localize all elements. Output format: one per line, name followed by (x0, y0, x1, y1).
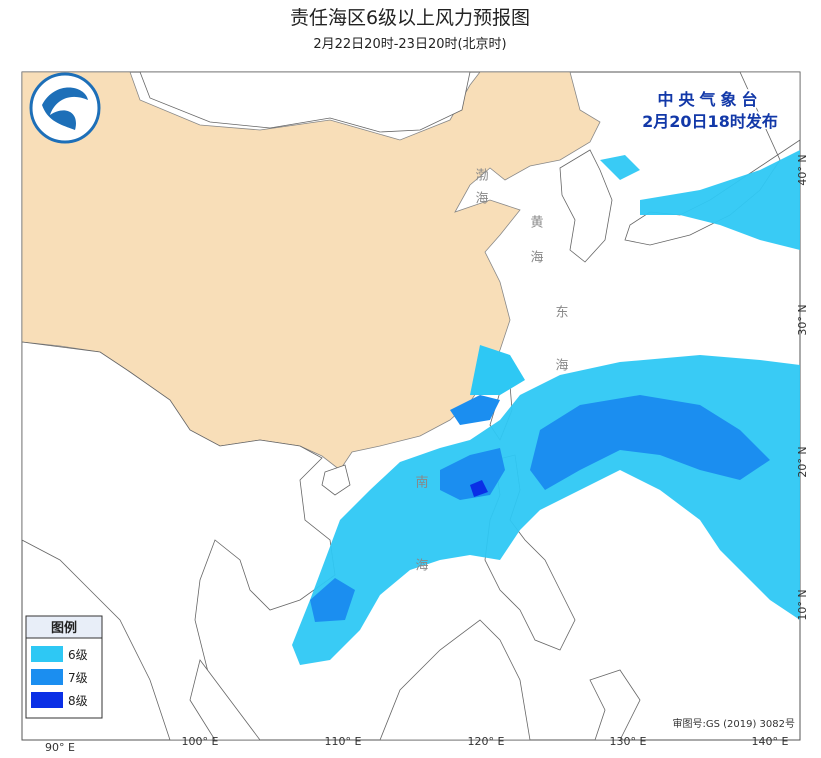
legend-label: 8级 (68, 694, 88, 708)
wind-area-6 (470, 345, 525, 395)
legend-title: 图例 (51, 620, 77, 636)
land-outline (22, 341, 336, 740)
longitude-label: 140° E (752, 735, 789, 748)
longitude-label: 130° E (610, 735, 647, 748)
land-outline (189, 659, 261, 740)
latitude-label: 10° N (796, 589, 809, 620)
longitude-label: 90° E (45, 741, 75, 754)
longitude-label: 120° E (468, 735, 505, 748)
latitude-label: 40° N (796, 154, 809, 185)
wind-area-7 (440, 448, 505, 500)
longitude-label: 100° E (182, 735, 219, 748)
map-area: 中央气象台 2月20日18时发布 渤海 黄海 东海 南海 90° E 100° … (21, 71, 809, 754)
legend-label: 7级 (68, 671, 88, 685)
legend: 图例 6级 7级 8级 (25, 615, 103, 719)
wind-area-7 (450, 395, 500, 425)
logo (29, 72, 101, 144)
latitude-label: 30° N (796, 304, 809, 335)
land-outline (139, 72, 471, 133)
land-outline (589, 669, 641, 740)
title: 责任海区6级以上风力预报图 (290, 7, 530, 29)
legend-swatch (31, 646, 63, 662)
wind-area-6 (600, 150, 800, 250)
logo-mark (42, 87, 88, 130)
land-outline (559, 149, 613, 263)
wind-area-8 (470, 480, 488, 497)
issuer-name: 中央气象台 (657, 90, 762, 109)
subtitle: 2月22日20时-23日20时(北京时) (313, 37, 506, 52)
approval-number: 审图号:GS (2019) 3082号 (672, 717, 795, 730)
longitude-label: 110° E (325, 735, 362, 748)
latitude-label: 20° N (796, 446, 809, 477)
wind-areas (292, 150, 800, 665)
wind-area-7 (530, 395, 770, 490)
land-outline (321, 464, 351, 496)
sea-label: 东海 (553, 305, 569, 411)
sea-label: 黄海 (528, 215, 544, 285)
legend-label: 6级 (68, 648, 88, 662)
legend-swatch (31, 669, 63, 685)
sea-label: 渤海 (473, 167, 489, 214)
land-outline (379, 619, 531, 740)
legend-header (25, 615, 103, 639)
legend-swatch (31, 692, 63, 708)
issuer-time: 2月20日18时发布 (642, 112, 778, 131)
wind-area-7 (310, 578, 355, 622)
sea-label: 南海 (413, 474, 429, 641)
